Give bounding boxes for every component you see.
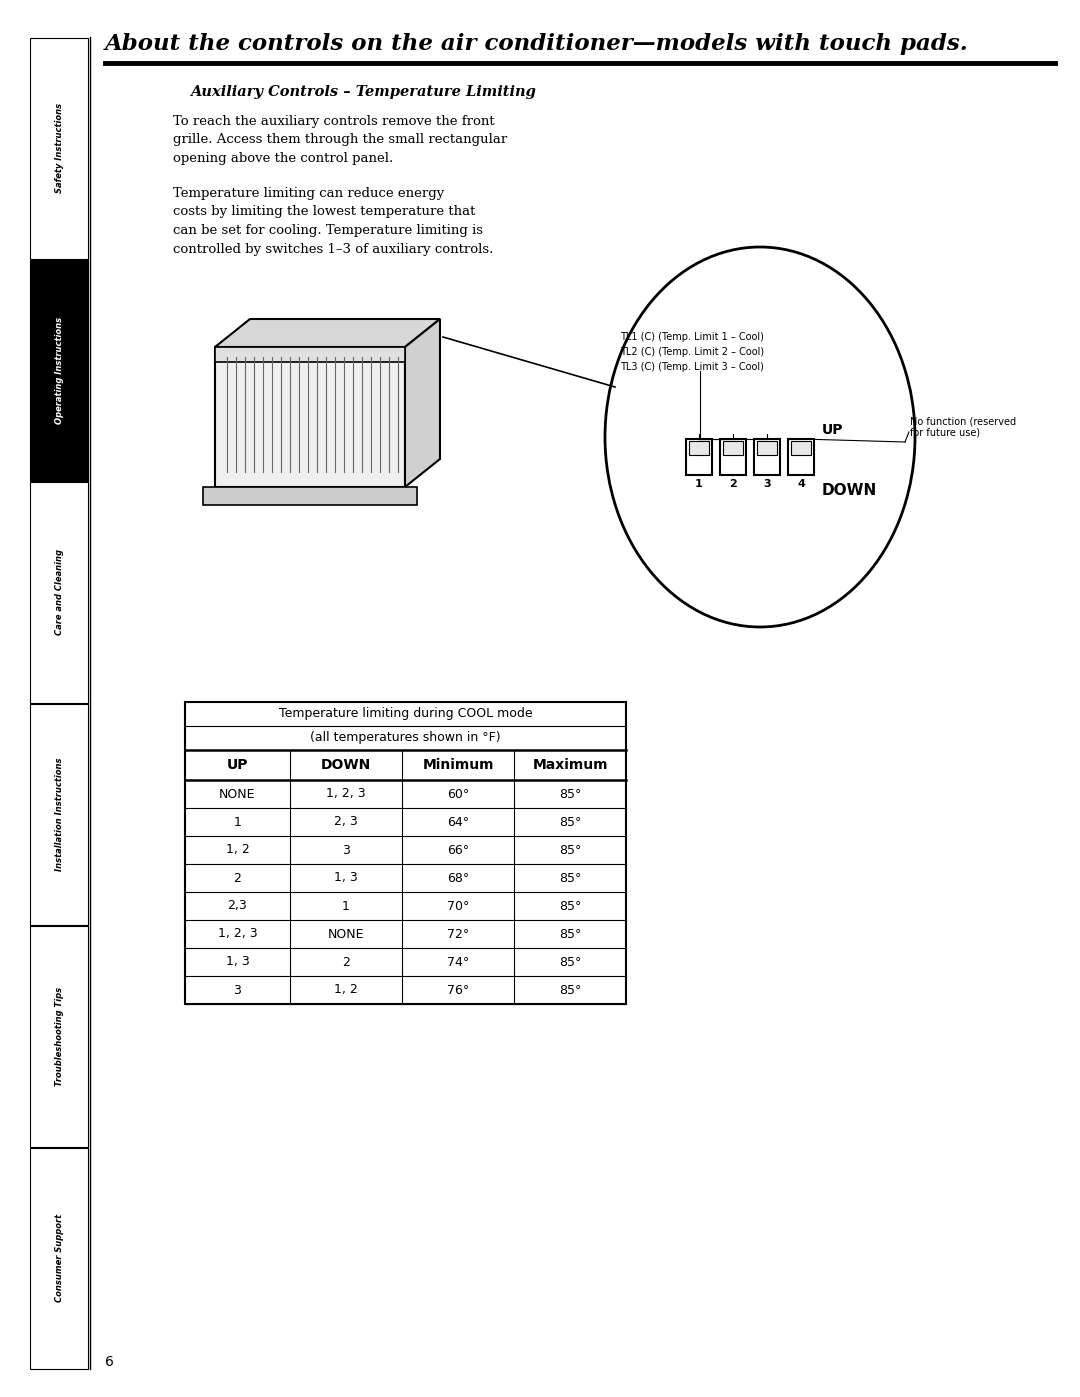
Text: About the controls on the air conditioner—models with touch pads.: About the controls on the air conditione… (105, 34, 969, 54)
FancyBboxPatch shape (788, 439, 814, 475)
Text: DOWN: DOWN (321, 759, 372, 773)
Text: (all temperatures shown in °F): (all temperatures shown in °F) (310, 732, 501, 745)
Text: 85°: 85° (558, 872, 581, 884)
Text: 1: 1 (342, 900, 350, 912)
Text: 72°: 72° (447, 928, 469, 940)
Text: Consumer Support: Consumer Support (54, 1214, 64, 1302)
FancyBboxPatch shape (689, 441, 708, 455)
Text: NONE: NONE (219, 788, 256, 800)
FancyBboxPatch shape (757, 441, 777, 455)
Text: 66°: 66° (447, 844, 469, 856)
Text: 60°: 60° (447, 788, 469, 800)
Text: Installation Instructions: Installation Instructions (54, 757, 64, 870)
Text: 3: 3 (764, 479, 771, 489)
Text: TL3 (C) (Temp. Limit 3 – Cool): TL3 (C) (Temp. Limit 3 – Cool) (620, 362, 764, 372)
Text: 85°: 85° (558, 956, 581, 968)
Text: Auxiliary Controls – Temperature Limiting: Auxiliary Controls – Temperature Limitin… (190, 85, 536, 99)
Text: UP: UP (227, 759, 248, 773)
Text: 68°: 68° (447, 872, 469, 884)
Text: Maximum: Maximum (532, 759, 608, 773)
Text: Care and Cleaning: Care and Cleaning (54, 549, 64, 636)
Text: UP: UP (822, 423, 843, 437)
Text: 3: 3 (342, 844, 350, 856)
Text: 1, 3: 1, 3 (226, 956, 249, 968)
FancyBboxPatch shape (215, 346, 405, 488)
Text: 85°: 85° (558, 844, 581, 856)
Text: 1: 1 (233, 816, 242, 828)
FancyBboxPatch shape (215, 346, 405, 362)
Text: TL2 (C) (Temp. Limit 2 – Cool): TL2 (C) (Temp. Limit 2 – Cool) (620, 346, 765, 358)
FancyBboxPatch shape (754, 439, 780, 475)
Text: Safety Instructions: Safety Instructions (54, 103, 64, 193)
Text: 1, 2: 1, 2 (226, 844, 249, 856)
Text: Temperature limiting during COOL mode: Temperature limiting during COOL mode (279, 707, 532, 721)
Text: 4: 4 (797, 479, 805, 489)
Text: 64°: 64° (447, 816, 469, 828)
FancyBboxPatch shape (185, 703, 626, 1004)
Text: 2, 3: 2, 3 (334, 816, 357, 828)
FancyBboxPatch shape (30, 482, 87, 703)
FancyBboxPatch shape (30, 926, 87, 1147)
Polygon shape (405, 319, 440, 488)
Text: 85°: 85° (558, 816, 581, 828)
Text: DOWN: DOWN (822, 483, 877, 497)
Text: 85°: 85° (558, 983, 581, 996)
Text: 1, 2: 1, 2 (334, 983, 357, 996)
Text: Temperature limiting can reduce energy
costs by limiting the lowest temperature : Temperature limiting can reduce energy c… (173, 187, 494, 256)
Text: 1, 2, 3: 1, 2, 3 (326, 788, 366, 800)
Text: 76°: 76° (447, 983, 469, 996)
Text: 6: 6 (105, 1355, 113, 1369)
FancyBboxPatch shape (30, 260, 87, 481)
Text: Operating Instructions: Operating Instructions (54, 317, 64, 423)
Text: 2,3: 2,3 (228, 900, 247, 912)
Text: To reach the auxiliary controls remove the front
grille. Access them through the: To reach the auxiliary controls remove t… (173, 115, 508, 165)
FancyBboxPatch shape (720, 439, 746, 475)
Text: 2: 2 (729, 479, 737, 489)
FancyBboxPatch shape (791, 441, 811, 455)
Text: Minimum: Minimum (422, 759, 494, 773)
Text: 2: 2 (342, 956, 350, 968)
Polygon shape (215, 319, 440, 346)
Text: 2: 2 (233, 872, 242, 884)
Text: Troubleshooting Tips: Troubleshooting Tips (54, 986, 64, 1085)
Text: TL1 (C) (Temp. Limit 1 – Cool): TL1 (C) (Temp. Limit 1 – Cool) (620, 332, 764, 342)
Text: 85°: 85° (558, 788, 581, 800)
FancyBboxPatch shape (686, 439, 712, 475)
Text: 1, 2, 3: 1, 2, 3 (218, 928, 257, 940)
Text: 1, 3: 1, 3 (334, 872, 357, 884)
Text: 85°: 85° (558, 928, 581, 940)
Text: 85°: 85° (558, 900, 581, 912)
FancyBboxPatch shape (30, 1148, 87, 1369)
Text: 3: 3 (233, 983, 242, 996)
FancyBboxPatch shape (203, 488, 417, 504)
FancyBboxPatch shape (723, 441, 743, 455)
Text: 1: 1 (696, 479, 703, 489)
Text: No function (reserved
for future use): No function (reserved for future use) (910, 416, 1016, 437)
Text: 70°: 70° (447, 900, 469, 912)
Text: 74°: 74° (447, 956, 469, 968)
FancyBboxPatch shape (30, 704, 87, 925)
Text: NONE: NONE (327, 928, 364, 940)
FancyBboxPatch shape (30, 38, 87, 258)
